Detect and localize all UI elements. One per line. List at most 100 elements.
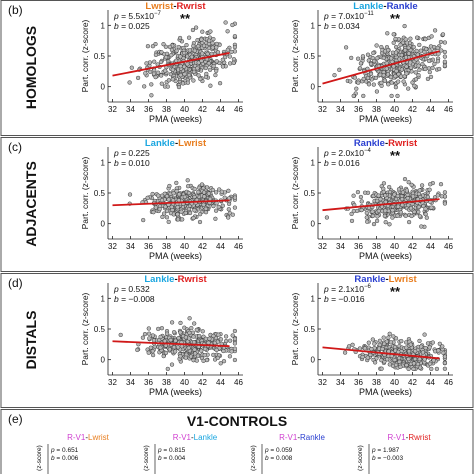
title-sep: - <box>406 433 409 442</box>
b-symbol: b <box>114 158 119 168</box>
data-point <box>419 183 425 188</box>
x-tick-label: 46 <box>234 105 243 114</box>
data-point <box>187 336 192 341</box>
data-point <box>191 78 196 83</box>
data-point <box>185 184 191 189</box>
y-axis-label: Part. corr. (z-score) <box>290 156 300 229</box>
y-tick-label: 1 <box>311 294 316 303</box>
data-point <box>197 212 203 217</box>
data-point <box>163 55 169 60</box>
data-point <box>374 43 379 48</box>
data-point <box>371 221 377 227</box>
b-text: = −0.008 <box>119 294 155 304</box>
data-point <box>362 346 368 351</box>
data-point <box>225 29 230 34</box>
data-point <box>390 208 395 213</box>
x-tick-label: 38 <box>162 378 171 387</box>
data-point <box>442 360 448 366</box>
section-frame <box>0 137 474 272</box>
data-point <box>408 36 413 41</box>
y-axis-label: Part. corr. (z-score) <box>290 292 300 365</box>
data-point <box>379 366 384 371</box>
x-axis-label: PMA (weeks) <box>149 251 202 261</box>
y-tick-label: 0.5 <box>304 325 316 334</box>
data-point <box>403 213 408 218</box>
data-point <box>174 180 179 186</box>
data-point <box>206 191 211 196</box>
data-point <box>352 75 357 80</box>
y-axis-label: (z-score) <box>357 445 364 471</box>
data-point <box>408 65 414 70</box>
title-sep: - <box>297 433 300 442</box>
data-point <box>356 80 361 85</box>
data-point <box>400 190 406 195</box>
data-point <box>377 342 382 348</box>
data-point <box>395 93 400 99</box>
data-point <box>408 342 413 347</box>
data-point <box>226 215 231 220</box>
b-symbol: b <box>158 455 162 462</box>
data-point <box>191 43 196 49</box>
data-point <box>166 219 171 225</box>
data-point <box>406 203 411 208</box>
p-exponent: −6 <box>364 284 372 290</box>
x-axis-label: PMA (weeks) <box>149 387 202 397</box>
data-point <box>200 51 205 56</box>
data-point <box>440 344 445 349</box>
data-point <box>365 75 371 81</box>
data-point <box>186 190 192 196</box>
data-point <box>373 75 379 81</box>
y-tick-label: 0 <box>311 83 316 92</box>
data-point <box>406 356 411 362</box>
b-symbol: b <box>324 158 329 168</box>
data-point <box>404 188 409 193</box>
data-point <box>195 38 200 43</box>
data-point <box>365 52 371 57</box>
data-point <box>428 182 433 187</box>
x-tick-label: 42 <box>408 105 417 114</box>
x-axis-label: PMA (weeks) <box>359 251 412 261</box>
fit-line <box>322 346 440 360</box>
data-point <box>324 215 330 220</box>
x-tick-label: 32 <box>108 105 117 114</box>
data-point <box>375 214 380 219</box>
data-point <box>223 334 229 339</box>
x-tick-label: 44 <box>426 105 435 114</box>
x-tick-label: 40 <box>180 105 189 114</box>
data-point <box>192 186 197 192</box>
data-point <box>376 193 381 198</box>
slope-value: b = −0.008 <box>114 294 155 304</box>
y-axis-label: Part. corr. (z-score) <box>80 156 90 229</box>
data-point <box>191 334 196 339</box>
scatter-panel: Lankle-Rwrist 0 0.5 1 32 34 36 38 40 42 44 46 PMA (w… <box>80 274 243 397</box>
title-right: Lwrist <box>178 138 207 149</box>
data-point <box>442 40 448 45</box>
data-point <box>182 64 187 69</box>
data-point <box>184 42 189 48</box>
x-tick-label: 36 <box>144 105 153 114</box>
data-point <box>208 83 213 88</box>
data-point <box>220 203 225 208</box>
data-point <box>432 28 438 33</box>
data-point <box>221 359 227 364</box>
data-point <box>200 329 205 334</box>
data-point <box>430 340 435 345</box>
data-point <box>425 341 431 346</box>
section-letter: (b) <box>8 3 23 17</box>
data-point <box>189 325 194 331</box>
data-point <box>376 208 381 214</box>
title-sep: - <box>386 274 389 285</box>
data-point <box>221 348 226 354</box>
data-point <box>186 345 191 351</box>
p-text: = 5.5x10 <box>119 11 154 21</box>
data-point <box>187 330 192 335</box>
data-point <box>222 195 227 200</box>
data-point <box>382 78 387 83</box>
title-right: Lwrist <box>389 274 418 285</box>
data-point <box>211 36 216 42</box>
data-point <box>192 347 197 352</box>
data-point <box>174 48 179 53</box>
data-point <box>202 353 207 358</box>
data-point <box>188 354 194 359</box>
